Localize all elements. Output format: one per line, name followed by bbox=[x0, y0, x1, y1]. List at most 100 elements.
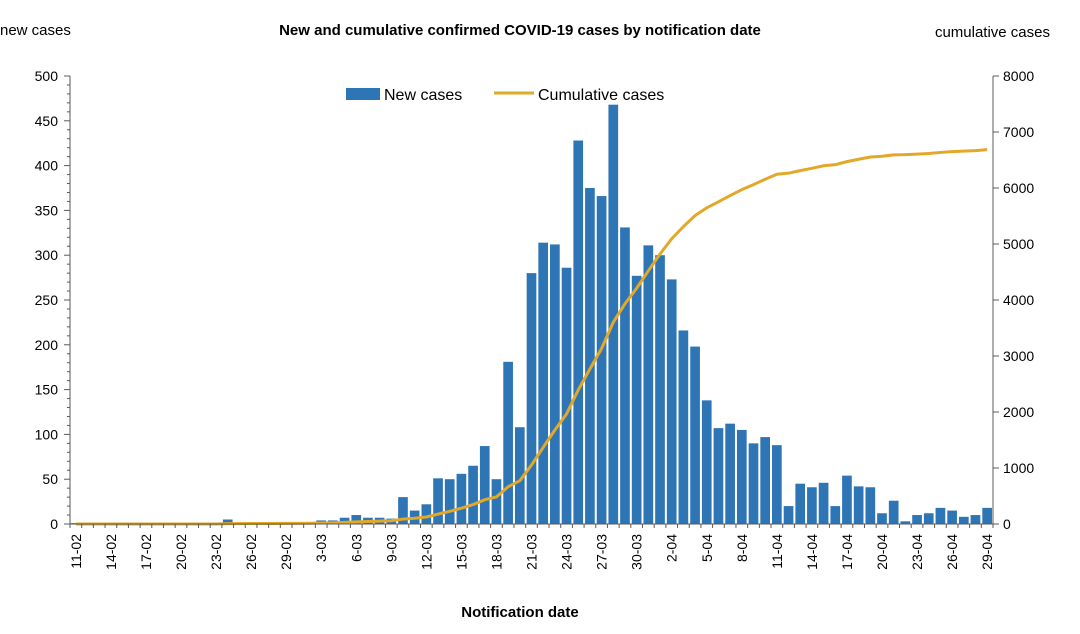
new-cases-bar-21-03 bbox=[526, 273, 537, 524]
new-cases-bar-25-03 bbox=[573, 140, 584, 524]
new-cases-bar-25-04 bbox=[935, 507, 946, 524]
new-cases-bar-28-03 bbox=[608, 104, 619, 525]
x-tick-label: 26-02 bbox=[243, 534, 259, 570]
new-cases-bar-26-03 bbox=[585, 188, 595, 524]
new-cases-bar-10-03 bbox=[398, 497, 408, 524]
x-axis-title: Notification date bbox=[461, 604, 579, 621]
right-tick-label: 0 bbox=[1003, 516, 1011, 532]
new-cases-bar-17-04 bbox=[842, 475, 852, 524]
new-cases-bar-24-02 bbox=[222, 519, 233, 524]
right-tick-label: 6000 bbox=[1003, 180, 1034, 196]
new-cases-bar-18-03 bbox=[491, 479, 502, 524]
new-cases-bar-18-04 bbox=[853, 486, 864, 524]
x-tick-label: 26-04 bbox=[944, 534, 960, 570]
new-cases-bar-14-04 bbox=[807, 487, 817, 524]
left-tick-label: 400 bbox=[35, 158, 59, 174]
new-cases-bar-14-03 bbox=[444, 479, 455, 524]
new-cases-bar-26-04 bbox=[947, 510, 957, 524]
new-cases-bar-7-04 bbox=[725, 423, 735, 524]
x-tick-label: 9-03 bbox=[383, 534, 399, 562]
x-tick-label: 14-04 bbox=[804, 534, 820, 570]
left-tick-label: 50 bbox=[42, 471, 58, 487]
new-cases-bar-15-03 bbox=[456, 473, 467, 524]
x-tick-label: 6-03 bbox=[348, 534, 364, 562]
new-cases-bar-27-03 bbox=[596, 196, 607, 524]
new-cases-bar-29-04 bbox=[982, 507, 992, 524]
right-tick-label: 8000 bbox=[1003, 68, 1034, 84]
left-tick-label: 100 bbox=[35, 426, 59, 442]
new-cases-bar-10-04 bbox=[760, 437, 771, 524]
x-tick-label: 30-03 bbox=[629, 534, 645, 570]
left-tick-label: 0 bbox=[50, 516, 58, 532]
new-cases-bar-6-03 bbox=[351, 515, 362, 524]
left-tick-label: 500 bbox=[35, 68, 59, 84]
right-tick-label: 3000 bbox=[1003, 348, 1034, 364]
left-tick-label: 300 bbox=[35, 247, 59, 263]
new-cases-bar-21-04 bbox=[888, 500, 899, 524]
new-cases-bar-23-04 bbox=[912, 515, 922, 524]
new-cases-bar-4-04 bbox=[690, 346, 700, 524]
legend-cumulative-label: Cumulative cases bbox=[538, 87, 664, 104]
new-cases-bar-19-04 bbox=[865, 487, 876, 524]
x-tick-label: 17-02 bbox=[138, 534, 154, 570]
x-tick-label: 23-04 bbox=[909, 534, 925, 570]
left-tick-label: 350 bbox=[35, 202, 59, 218]
new-cases-bar-20-03 bbox=[514, 427, 525, 524]
new-cases-bar-12-04 bbox=[783, 506, 794, 524]
new-cases-bar-28-04 bbox=[970, 515, 981, 524]
new-cases-bar-15-04 bbox=[818, 482, 829, 524]
new-cases-bar-2-04 bbox=[666, 279, 677, 524]
new-cases-bar-29-03 bbox=[620, 227, 630, 525]
x-tick-label: 23-02 bbox=[208, 534, 224, 570]
new-cases-bar-13-03 bbox=[433, 478, 443, 524]
left-tick-label: 450 bbox=[35, 113, 59, 129]
new-cases-bar-16-03 bbox=[468, 465, 478, 524]
x-tick-label: 20-04 bbox=[874, 534, 890, 570]
new-cases-bar-16-04 bbox=[830, 506, 841, 524]
new-cases-bar-23-03 bbox=[550, 244, 560, 524]
new-cases-bar-20-04 bbox=[877, 513, 887, 524]
right-axis-title: cumulative cases bbox=[934, 24, 1050, 41]
new-cases-bar-22-04 bbox=[900, 521, 911, 524]
new-cases-bar-3-04 bbox=[678, 330, 689, 524]
x-tick-label: 18-03 bbox=[488, 534, 504, 570]
new-cases-bar-30-03 bbox=[631, 275, 642, 524]
x-tick-label: 21-03 bbox=[524, 534, 540, 570]
new-cases-bar-24-04 bbox=[923, 513, 934, 524]
legend-new-cases-swatch bbox=[346, 88, 380, 100]
new-cases-bar-19-03 bbox=[503, 361, 513, 524]
left-tick-label: 150 bbox=[35, 382, 59, 398]
right-tick-label: 7000 bbox=[1003, 124, 1034, 140]
x-tick-label: 2-04 bbox=[664, 534, 680, 562]
x-tick-label: 29-02 bbox=[278, 534, 294, 570]
new-cases-bar-13-04 bbox=[795, 483, 806, 524]
x-tick-label: 17-04 bbox=[839, 534, 855, 570]
new-cases-bar-8-04 bbox=[736, 429, 747, 524]
x-tick-label: 3-03 bbox=[313, 534, 329, 562]
x-tick-label: 20-02 bbox=[173, 534, 189, 570]
x-tick-label: 5-04 bbox=[699, 534, 715, 562]
new-cases-bar-11-04 bbox=[772, 445, 782, 524]
chart-title: New and cumulative confirmed COVID-19 ca… bbox=[279, 22, 761, 39]
new-cases-bar-5-03 bbox=[339, 517, 350, 524]
right-tick-label: 4000 bbox=[1003, 292, 1034, 308]
legend-new-cases-label: New cases bbox=[384, 87, 462, 104]
new-cases-bar-5-04 bbox=[701, 400, 712, 524]
right-tick-label: 2000 bbox=[1003, 404, 1034, 420]
new-cases-bar-22-03 bbox=[538, 242, 549, 524]
x-tick-label: 29-04 bbox=[979, 534, 995, 570]
x-tick-label: 24-03 bbox=[559, 534, 575, 570]
new-cases-bar-17-03 bbox=[479, 446, 490, 524]
x-tick-label: 15-03 bbox=[453, 534, 469, 570]
new-cases-bar-1-04 bbox=[655, 255, 665, 524]
x-tick-label: 11-02 bbox=[68, 534, 84, 569]
new-cases-bar-24-03 bbox=[561, 267, 572, 524]
legend: New cases Cumulative cases bbox=[346, 87, 664, 104]
left-tick-label: 200 bbox=[35, 337, 59, 353]
left-tick-label: 250 bbox=[35, 292, 59, 308]
new-cases-bar-31-03 bbox=[643, 245, 654, 524]
right-tick-label: 1000 bbox=[1003, 460, 1034, 476]
x-tick-label: 14-02 bbox=[103, 534, 119, 570]
left-axis-title: new cases bbox=[0, 22, 71, 39]
